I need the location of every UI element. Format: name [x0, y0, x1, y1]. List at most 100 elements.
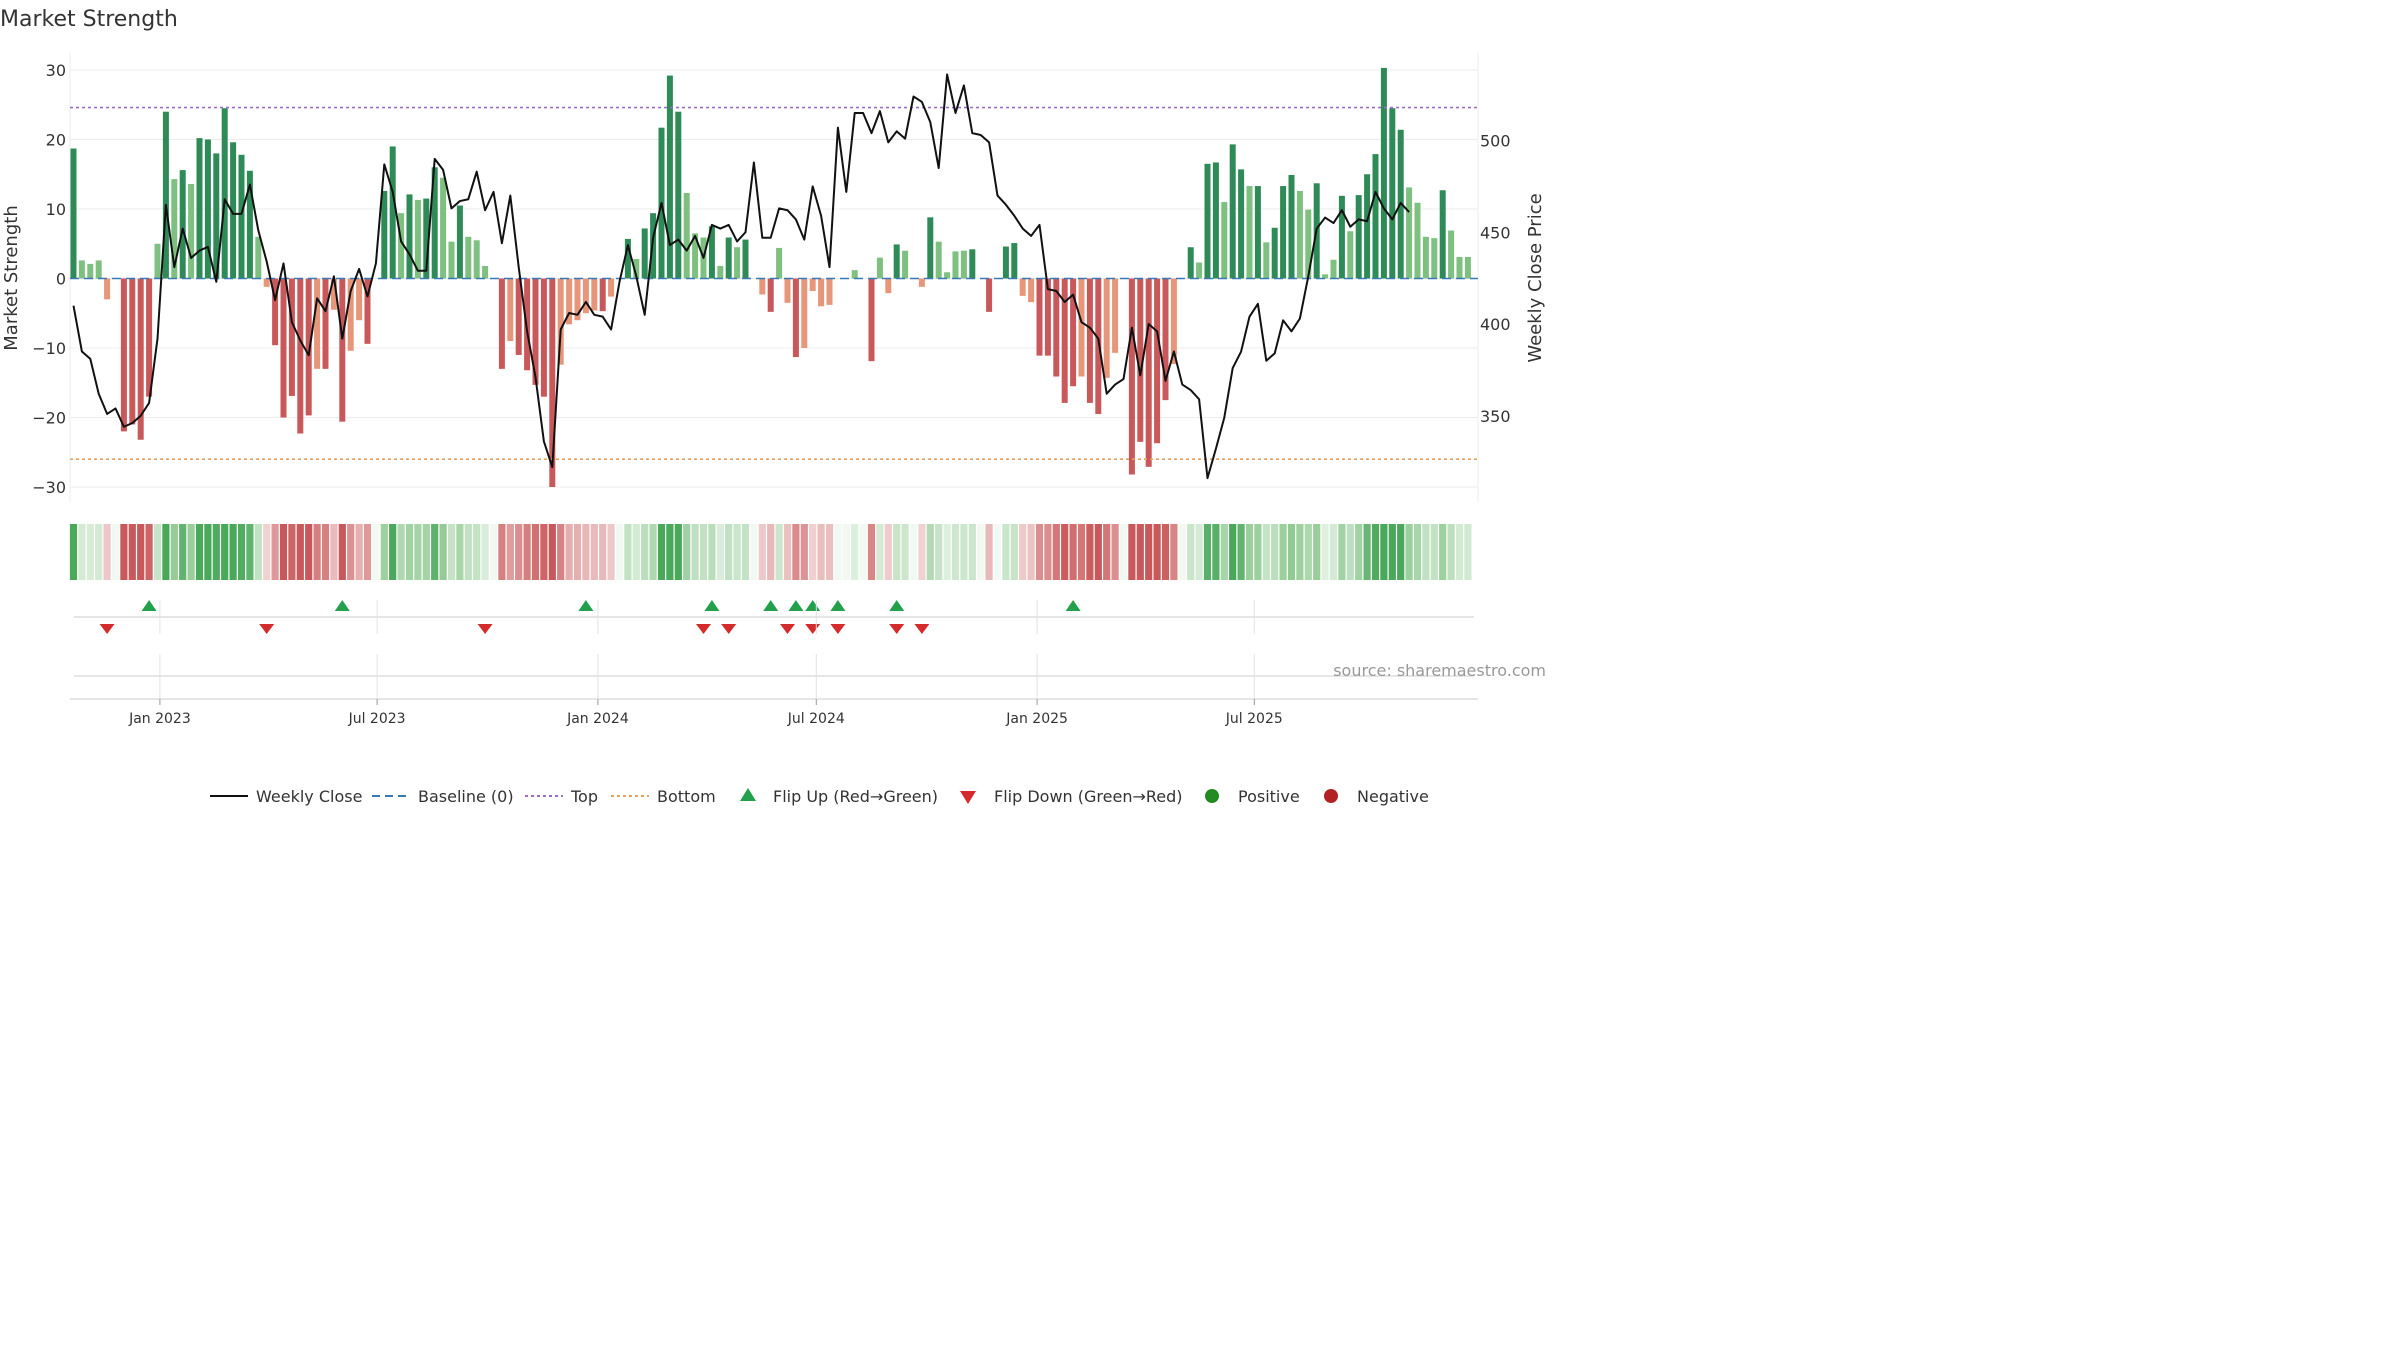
heat-strip-cell: [1111, 524, 1119, 580]
strength-bar: [767, 278, 774, 312]
heat-strip-cell: [1380, 524, 1388, 580]
heat-strip-cell: [960, 524, 968, 580]
heat-strip-cell: [809, 524, 817, 580]
heat-strip-cell: [800, 524, 808, 580]
weekly-close-line: [72, 73, 1410, 480]
heat-strip-cell: [179, 524, 187, 580]
strength-bar: [1456, 256, 1463, 279]
heat-strip-cell: [1069, 524, 1077, 580]
heat-strip-cell: [372, 524, 380, 580]
y-tick-label: 20: [46, 131, 66, 150]
strength-bar: [431, 167, 438, 279]
strength-bar: [238, 154, 245, 279]
heat-strip-cell: [111, 524, 120, 580]
heat-strip-cell: [657, 524, 666, 580]
strength-bar: [406, 194, 413, 279]
strength-bar: [927, 217, 934, 279]
strength-bar: [70, 148, 77, 279]
heat-strip-cell: [296, 524, 304, 580]
strength-bar: [566, 278, 573, 325]
strength-bar: [1028, 278, 1035, 303]
strength-bar: [146, 278, 153, 397]
heat-strip-cell: [389, 524, 397, 580]
strength-bar: [356, 278, 363, 321]
strength-bar: [297, 278, 304, 434]
x-tick-label: Jul 2024: [787, 711, 845, 727]
strength-bar: [1389, 108, 1396, 279]
strength-bar: [230, 142, 237, 279]
heat-strip-cell: [1153, 524, 1161, 580]
strength-bar: [1112, 278, 1119, 353]
heat-strip-cell: [1296, 524, 1304, 580]
heat-strip-cell: [876, 524, 884, 580]
heat-strip-cell: [162, 524, 170, 580]
heat-strip-cell: [968, 524, 976, 580]
strength-bar: [1078, 278, 1085, 377]
heat-strip-cell: [506, 524, 514, 580]
heat-strip-cell: [901, 524, 909, 580]
strength-bar: [683, 193, 690, 279]
strength-bar: [1162, 278, 1169, 401]
heat-strip-cell: [834, 524, 842, 580]
x-tick-label: Jan 2024: [566, 711, 629, 727]
heat-strip-cell: [439, 524, 447, 580]
strength-bar: [792, 278, 799, 358]
strength-bar: [498, 278, 505, 369]
strength-bar: [809, 278, 816, 292]
right-axis-ticks: 500 450 400 350: [1480, 132, 1511, 426]
heat-strip-cell: [86, 524, 94, 580]
strength-bar: [78, 260, 85, 279]
heat-strip-cell: [1136, 524, 1144, 580]
flip-down-icon: [99, 624, 115, 634]
strength-bar: [893, 244, 900, 279]
heat-strip-cell: [851, 524, 859, 580]
heat-strip-cell: [1329, 524, 1338, 580]
heat-strip-cell: [557, 524, 565, 580]
strength-bar: [1196, 262, 1203, 279]
strength-bar: [1280, 186, 1287, 279]
heat-strip-cell: [187, 524, 195, 580]
y2-tick-label: 500: [1480, 132, 1511, 151]
heat-strip-cell: [347, 524, 355, 580]
strength-bar: [708, 226, 715, 279]
strength-bar: [1338, 195, 1345, 279]
strength-bar: [1347, 231, 1354, 279]
heat-strip-cell: [1019, 524, 1027, 580]
heat-strip-cell: [1422, 524, 1430, 580]
heat-strip-cell: [447, 524, 456, 580]
x-tick-label: Jul 2025: [1225, 711, 1283, 727]
strength-bar: [599, 278, 606, 312]
heat-strip-cell: [977, 524, 985, 580]
flip-up-icon: [805, 600, 821, 611]
heat-strip-cell: [405, 524, 414, 580]
strength-bar: [95, 260, 102, 279]
strength-bar: [918, 278, 925, 287]
strength-bar: [944, 272, 951, 279]
strength-bar: [851, 270, 858, 279]
strength-bar: [641, 228, 648, 279]
flip-down-icon: [780, 624, 795, 634]
heat-strip-cell: [1346, 524, 1354, 580]
flip-up-icon: [334, 600, 350, 611]
strength-bar: [557, 278, 564, 365]
heat-strip-cell: [750, 524, 758, 580]
heat-strip-cell: [1262, 524, 1270, 580]
heat-strip-cell: [540, 524, 548, 580]
heat-strip-cell: [279, 524, 288, 580]
heat-strip-cell: [1086, 524, 1094, 580]
heat-strip-cell: [716, 524, 724, 580]
strength-bar: [826, 278, 833, 305]
strength-bar: [1053, 278, 1060, 377]
strength-bar: [1322, 274, 1329, 279]
heat-strip-cell: [649, 524, 657, 580]
strength-bar: [574, 278, 581, 321]
heat-strip-cell: [1439, 524, 1447, 580]
heat-strip-cell: [775, 524, 783, 580]
heat-strip-cell: [153, 524, 162, 580]
flip-down-icon: [805, 624, 821, 634]
strength-bar: [171, 179, 178, 279]
strength-bar: [1011, 243, 1018, 279]
flip-down-icon: [696, 624, 711, 634]
heat-strip-cell: [708, 524, 716, 580]
heat-strip-cell: [531, 524, 540, 580]
